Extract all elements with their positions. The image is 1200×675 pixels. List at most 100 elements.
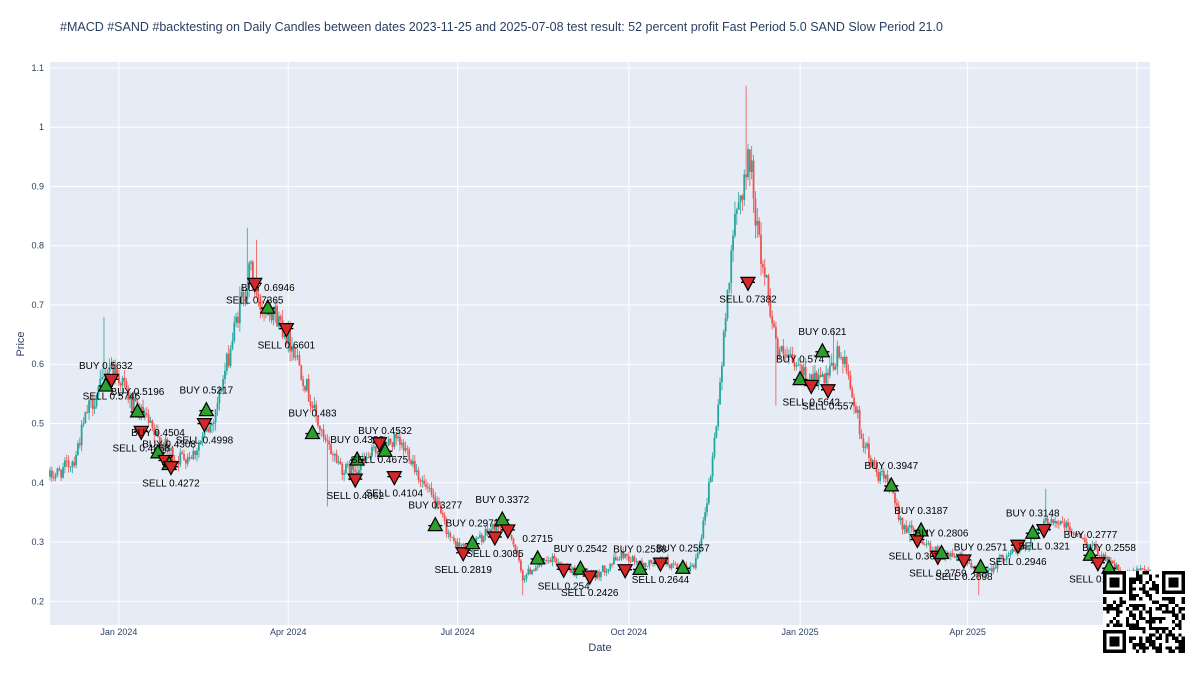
qr-module	[1132, 623, 1136, 627]
qr-module	[1168, 600, 1172, 604]
sell-marker	[803, 379, 820, 395]
candle-body	[283, 334, 286, 337]
candle-body	[845, 356, 848, 372]
qr-module	[1155, 574, 1159, 578]
buy-label: BUY 0.483	[288, 409, 337, 420]
candle-body	[1003, 559, 1006, 561]
sell-marker	[455, 547, 472, 563]
candle-body	[452, 537, 455, 542]
buy-label: BUY 0.621	[798, 327, 847, 338]
candle-body	[631, 556, 634, 562]
qr-module	[1129, 577, 1133, 581]
candle-body	[709, 476, 712, 483]
sell-marker	[617, 564, 634, 579]
candle-body	[1046, 518, 1049, 527]
candle-body	[546, 559, 548, 561]
buy-marker	[674, 559, 691, 574]
qr-module	[1142, 626, 1146, 631]
qr-module	[1162, 597, 1166, 601]
candle-body	[1093, 543, 1096, 545]
candle-body	[877, 472, 880, 481]
candle-body	[853, 397, 855, 407]
candle-body	[1065, 522, 1068, 528]
qr-module	[1129, 626, 1133, 631]
qr-module	[1162, 630, 1166, 634]
candle-body	[704, 512, 707, 521]
candle-body	[516, 550, 519, 554]
candle-body	[791, 354, 794, 363]
qr-module	[1132, 587, 1136, 591]
candle-body	[735, 209, 738, 214]
y-tick-label: 0.4	[31, 478, 44, 488]
candle-body	[531, 570, 533, 575]
candle-body	[149, 420, 152, 423]
candle-body	[1028, 546, 1030, 548]
qr-module	[1178, 626, 1182, 631]
qr-module	[1181, 600, 1185, 604]
qr-module	[1145, 590, 1149, 594]
qr-module	[1171, 597, 1176, 601]
qr-module	[1129, 593, 1133, 598]
candle-body	[868, 443, 870, 458]
candle-body	[555, 558, 558, 563]
candle-body	[145, 413, 148, 415]
qr-module	[1152, 587, 1156, 591]
candle-body	[412, 460, 414, 465]
buy-label: BUY 0.4308	[142, 440, 196, 451]
qr-code	[1103, 571, 1185, 653]
candle-body	[486, 529, 489, 534]
candle-body	[198, 444, 200, 451]
buy-label: BUY 0.6946	[241, 283, 295, 294]
sell-marker	[246, 277, 263, 293]
qr-module	[1119, 600, 1123, 604]
qr-module	[1178, 646, 1182, 650]
candle-body	[229, 348, 232, 366]
qr-module	[1171, 610, 1176, 614]
candle-body	[886, 474, 889, 482]
qr-module	[1158, 636, 1163, 640]
candle-body	[153, 427, 156, 436]
candle-body	[989, 568, 991, 570]
qr-module	[1155, 600, 1159, 604]
candle-body	[454, 541, 457, 548]
candle-body	[441, 512, 444, 515]
candle-body	[292, 346, 295, 358]
candle-body	[278, 316, 280, 327]
candle-body	[575, 575, 578, 576]
candle-body	[644, 562, 647, 567]
qr-module	[1155, 626, 1159, 631]
candle-body	[724, 318, 727, 332]
candle-body	[635, 561, 638, 563]
buy-label: BUY 0.3372	[475, 495, 529, 506]
candle-body	[395, 434, 398, 439]
qr-module	[1139, 626, 1143, 631]
buy-label: BUY 0.5217	[179, 386, 233, 397]
candle-body	[752, 160, 755, 199]
candle-body	[298, 355, 301, 366]
candle-body	[616, 559, 619, 561]
candle-body	[518, 553, 520, 561]
candle-body	[609, 563, 612, 570]
candle-body	[836, 346, 839, 368]
candle-body	[869, 457, 872, 467]
candle-body	[90, 398, 92, 401]
candle-body	[667, 557, 669, 565]
candle-body	[207, 428, 210, 432]
candle-body	[246, 288, 249, 300]
qr-module	[1181, 649, 1185, 653]
candle-body	[413, 460, 416, 472]
candle-body	[819, 375, 822, 377]
buy-marker	[149, 443, 166, 459]
candle-body	[212, 422, 215, 424]
y-tick-label: 0.3	[31, 537, 44, 547]
candle-body	[979, 573, 982, 576]
candle-body	[1145, 569, 1148, 571]
qr-module	[1171, 600, 1176, 604]
qr-module	[1155, 630, 1159, 634]
candle-body	[553, 555, 556, 559]
qr-module	[1158, 643, 1163, 647]
qr-module	[1181, 613, 1185, 617]
candle-body	[726, 289, 729, 319]
candle-body	[480, 534, 483, 542]
candle-body	[1096, 548, 1099, 556]
